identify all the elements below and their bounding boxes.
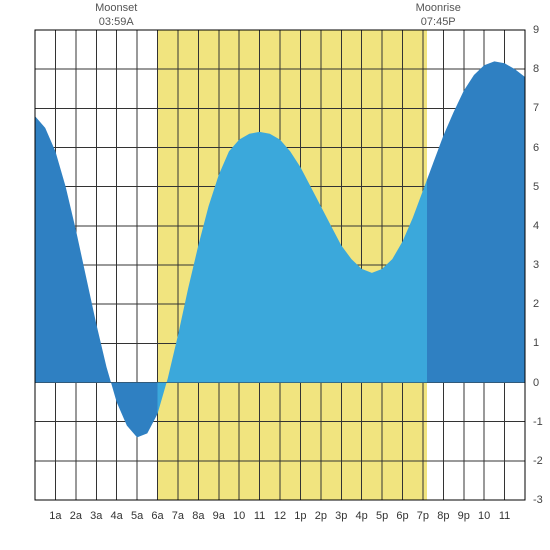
x-tick: 11: [499, 510, 510, 522]
tide-chart: Moonset 03:59A Moonrise 07:45P -3-2-1012…: [0, 0, 550, 550]
x-tick: 8p: [437, 510, 449, 522]
x-tick: 9a: [213, 510, 225, 522]
moonrise-time: 07:45P: [421, 16, 456, 28]
x-tick: 6a: [151, 510, 163, 522]
moonrise-annotation: Moonrise 07:45P: [416, 2, 461, 30]
y-tick: 9: [533, 24, 539, 36]
x-tick: 2a: [70, 510, 82, 522]
y-tick: 8: [533, 63, 539, 75]
moonrise-label: Moonrise: [416, 2, 461, 14]
y-tick: 5: [533, 181, 539, 193]
y-tick: 0: [533, 377, 539, 389]
y-tick: 6: [533, 142, 539, 154]
x-tick: 3a: [90, 510, 102, 522]
y-tick: 7: [533, 102, 539, 114]
y-tick: -3: [533, 494, 543, 506]
x-tick: 2p: [315, 510, 327, 522]
x-tick: 8a: [192, 510, 204, 522]
x-tick: 3p: [335, 510, 347, 522]
x-tick: 1p: [294, 510, 306, 522]
x-tick: 10: [233, 510, 245, 522]
moonset-annotation: Moonset 03:59A: [95, 2, 137, 30]
y-tick: -2: [533, 455, 543, 467]
y-tick: 2: [533, 298, 539, 310]
x-tick: 5a: [131, 510, 143, 522]
x-tick: 6p: [396, 510, 408, 522]
moonset-label: Moonset: [95, 2, 137, 14]
x-tick: 10: [478, 510, 490, 522]
y-tick: 4: [533, 220, 539, 232]
x-tick: 12: [274, 510, 286, 522]
x-tick: 4a: [111, 510, 123, 522]
x-tick: 9p: [458, 510, 470, 522]
x-tick: 7a: [172, 510, 184, 522]
x-tick: 11: [254, 510, 265, 522]
moonset-time: 03:59A: [99, 16, 134, 28]
y-tick: -1: [533, 416, 543, 428]
y-tick: 3: [533, 259, 539, 271]
chart-svg: [0, 0, 550, 550]
y-tick: 1: [533, 337, 539, 349]
x-tick: 1a: [49, 510, 61, 522]
x-tick: 5p: [376, 510, 388, 522]
x-tick: 4p: [356, 510, 368, 522]
x-tick: 7p: [417, 510, 429, 522]
